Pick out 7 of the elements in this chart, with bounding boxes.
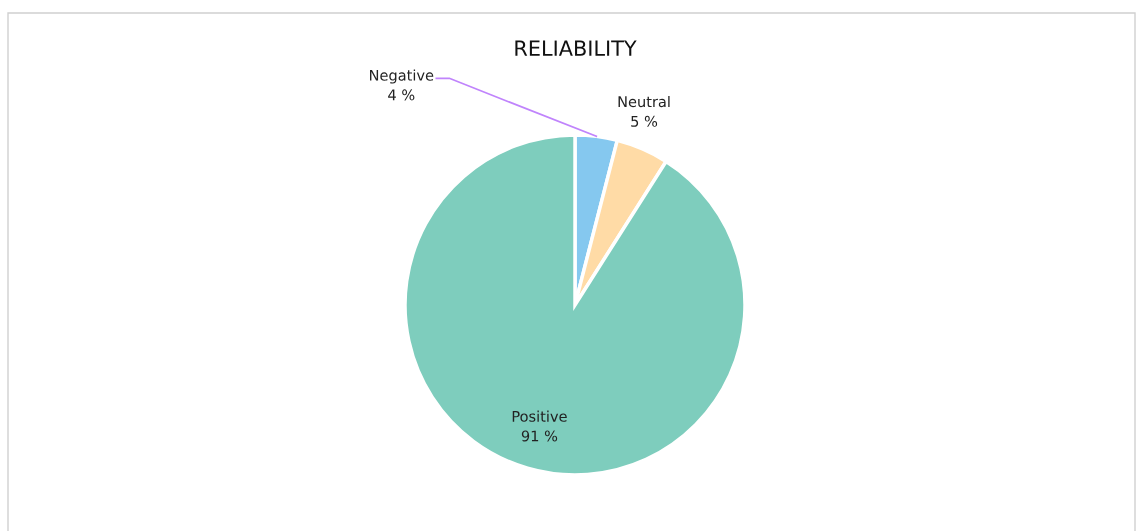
data-label: 91 %: [521, 430, 558, 442]
slice-label: Neutral: [618, 95, 670, 108]
slice-label: Negative: [370, 69, 434, 84]
data-label: 4 %: [388, 89, 415, 101]
slice-label: Positive: [512, 410, 567, 422]
chart-title: RELIABILITY: [515, 40, 637, 56]
data-label: 5 %: [631, 115, 658, 127]
